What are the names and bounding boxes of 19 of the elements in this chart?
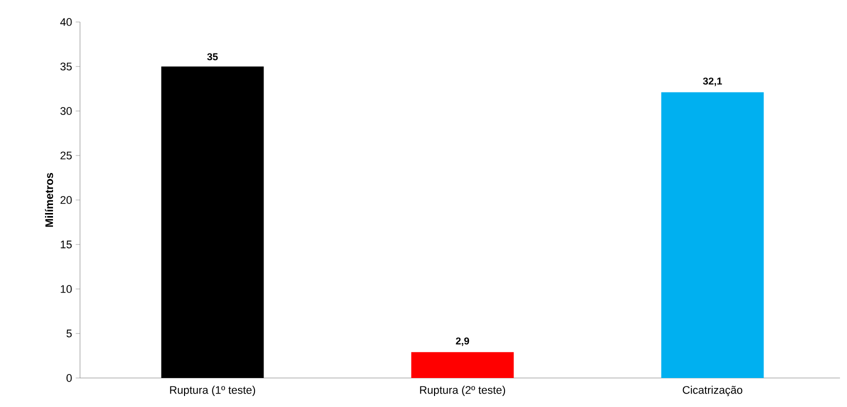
y-tick-label: 40 <box>60 18 72 26</box>
bar <box>161 66 264 378</box>
y-tick-label: 0 <box>66 374 72 382</box>
x-tick-label: Ruptura (1º teste) <box>170 386 256 396</box>
y-tick-label: 5 <box>66 330 72 338</box>
bar <box>661 92 764 378</box>
y-tick-label: 35 <box>60 62 72 70</box>
y-axis-title: Milímetros <box>44 172 54 227</box>
y-tick-label: 20 <box>60 196 72 204</box>
data-label: 32,1 <box>703 78 722 86</box>
x-tick-label: Cicatrização <box>682 386 742 396</box>
bar <box>411 352 514 378</box>
data-label: 35 <box>207 53 218 60</box>
y-tick-label: 30 <box>60 107 72 115</box>
data-label: 2,9 <box>456 337 470 346</box>
y-tick-label: 15 <box>60 240 72 248</box>
x-tick-label: Ruptura (2º teste) <box>420 386 506 396</box>
y-tick-label: 25 <box>60 152 72 160</box>
y-tick-label: 10 <box>60 285 72 293</box>
